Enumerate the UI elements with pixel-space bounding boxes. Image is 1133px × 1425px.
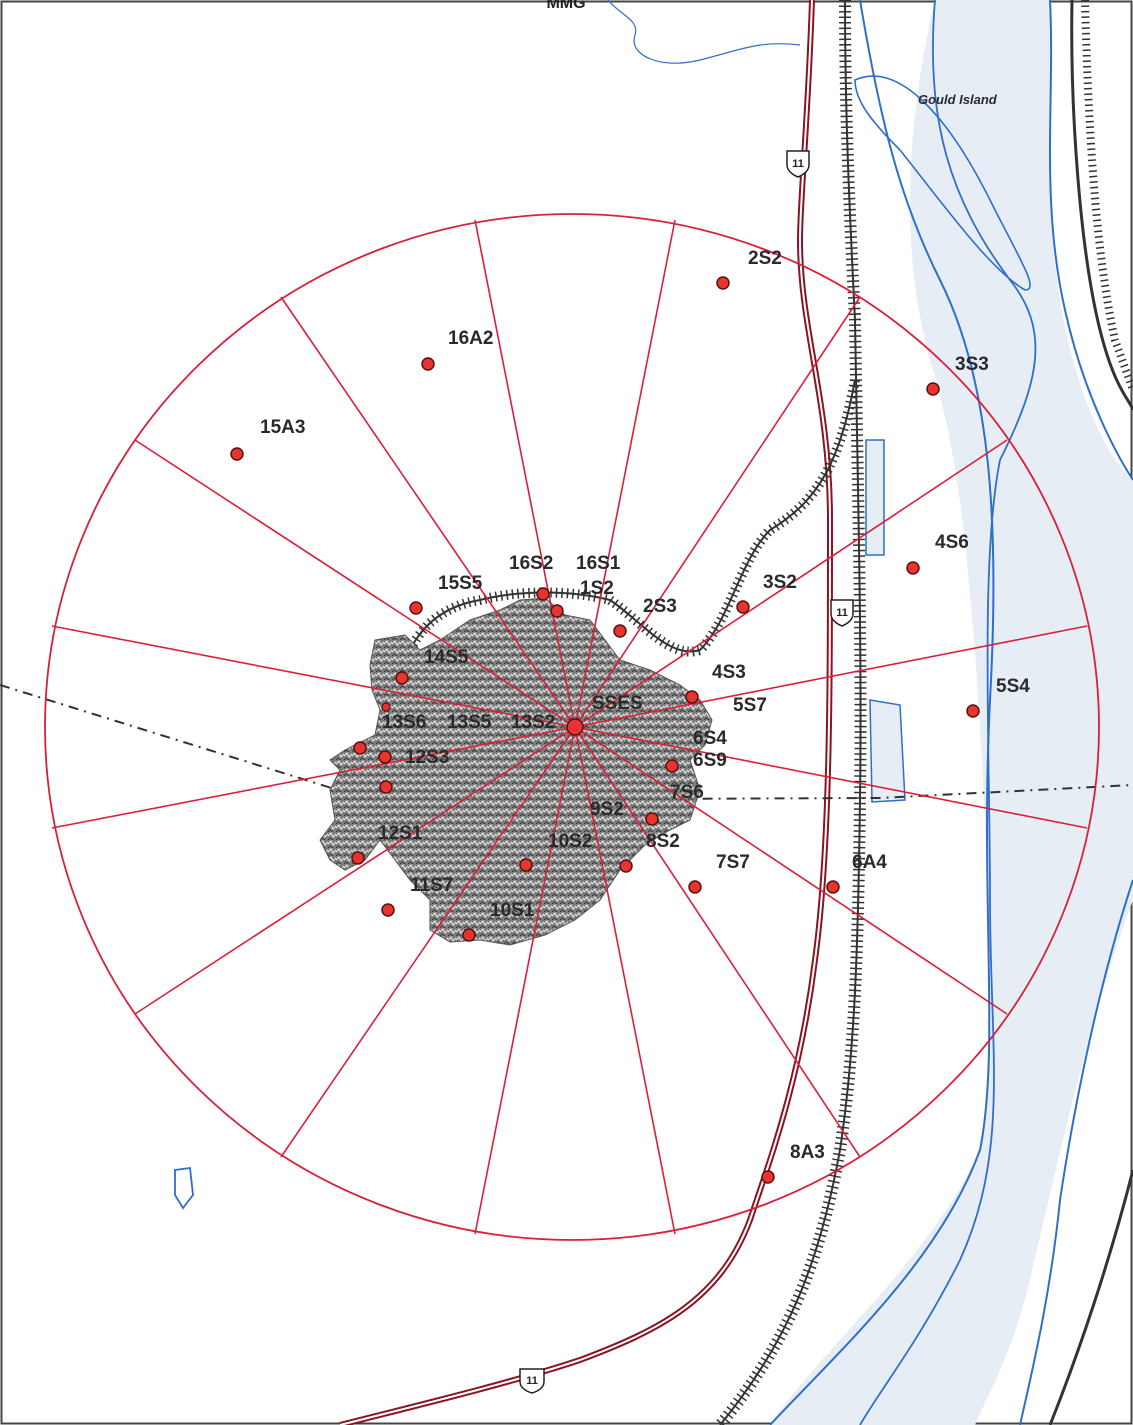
creek: [607, 0, 801, 64]
svg-text:2S2: 2S2: [748, 248, 782, 269]
svg-text:13S6: 13S6: [382, 712, 426, 733]
header-fragment: MMG: [546, 0, 585, 12]
highway-shield-middle: 11: [830, 599, 854, 627]
marker-4S3[interactable]: 4S3: [685, 662, 746, 704]
svg-text:14S5: 14S5: [424, 647, 469, 668]
marker-14S5[interactable]: 14S5: [395, 647, 469, 685]
marker-4S6[interactable]: 4S6: [906, 532, 969, 575]
river-inner-channel: [859, 0, 1037, 1425]
svg-text:8S2: 8S2: [646, 831, 680, 852]
marker-16S2[interactable]: 16S2: [509, 553, 553, 601]
svg-text:12S3: 12S3: [405, 747, 449, 768]
svg-text:6S9: 6S9: [693, 750, 727, 771]
marker-13S6[interactable]: 13S6: [353, 702, 426, 755]
highway-11-center: [339, 0, 832, 1425]
marker-2S3[interactable]: 2S3: [613, 596, 677, 638]
main-railroad: [719, 0, 862, 1425]
marker-16S1[interactable]: 16S1: [550, 553, 621, 618]
boundary-line: [0, 684, 1133, 802]
river-east-bank-lower: [1019, 879, 1133, 1425]
river-east-bank: [1049, 0, 1133, 481]
svg-text:9S2: 9S2: [590, 799, 624, 820]
svg-text:15A3: 15A3: [260, 417, 305, 438]
river-body: [770, 0, 1133, 1425]
svg-text:11S7: 11S7: [410, 875, 453, 896]
svg-text:15S5: 15S5: [438, 573, 483, 594]
svg-text:7S7: 7S7: [716, 852, 750, 873]
svg-text:13S2: 13S2: [511, 712, 555, 733]
east-railroad-line: [1070, 0, 1133, 411]
marker-7S6[interactable]: 7S6: [670, 782, 704, 803]
sector-lines: [51, 219, 1088, 1235]
canal-pond-south: [869, 699, 906, 803]
marker-15A3[interactable]: 15A3: [230, 417, 305, 461]
svg-text:5S4: 5S4: [996, 676, 1030, 697]
svg-text:7S6: 7S6: [670, 782, 704, 803]
marker-2S2[interactable]: 2S2: [716, 248, 782, 290]
svg-text:2S3: 2S3: [643, 596, 677, 617]
svg-text:SSES: SSES: [592, 693, 643, 714]
svg-text:16S2: 16S2: [509, 553, 553, 574]
east-railroad-line-lower: [1048, 1169, 1133, 1425]
svg-text:6S4: 6S4: [693, 728, 727, 749]
canal-pond-north: [865, 439, 885, 556]
marker-8A3[interactable]: 8A3: [761, 1142, 825, 1184]
marker-15S5[interactable]: 15S5: [409, 573, 483, 615]
svg-text:16A2: 16A2: [448, 328, 493, 349]
marker-3S3[interactable]: 3S3: [926, 354, 989, 396]
marker-6A4[interactable]: 6A4: [826, 852, 887, 894]
svg-text:3S2: 3S2: [763, 572, 797, 593]
marker-1S2[interactable]: 1S2: [580, 578, 614, 599]
marker-12S3[interactable]: 12S3: [378, 747, 449, 794]
svg-text:8A3: 8A3: [790, 1142, 825, 1163]
marker-12S1[interactable]: 12S1: [351, 823, 423, 865]
svg-text:3S3: 3S3: [955, 354, 989, 375]
marker-SSES[interactable]: SSES: [566, 693, 643, 736]
radius-ring: [44, 213, 1100, 1241]
svg-text:16S1: 16S1: [576, 553, 621, 574]
marker-10S1[interactable]: 10S1: [462, 900, 535, 942]
svg-text:11: 11: [792, 158, 804, 170]
marker-3S2[interactable]: 3S2: [736, 572, 797, 614]
river-west-bank: [769, 0, 995, 1425]
small-pond: [174, 1166, 194, 1210]
marker-7S7[interactable]: 7S7: [688, 852, 750, 894]
marker-13S5[interactable]: 13S5: [447, 712, 492, 733]
sampling-markers: 2S2 16A2 3S3 15A3 4S6 16S2 16S1 15S5 1S2…: [230, 248, 1030, 1184]
marker-6S9[interactable]: 6S9: [665, 750, 727, 773]
svg-text:12S1: 12S1: [378, 823, 423, 844]
svg-text:11: 11: [526, 1375, 538, 1387]
svg-text:13S5: 13S5: [447, 712, 492, 733]
marker-8S2[interactable]: 8S2: [619, 831, 680, 873]
marker-9S2[interactable]: 9S2: [590, 799, 659, 826]
svg-text:5S7: 5S7: [733, 695, 767, 716]
svg-text:11: 11: [836, 607, 848, 619]
marker-5S4[interactable]: 5S4: [966, 676, 1030, 718]
east-rail-ties: [1081, 0, 1133, 392]
svg-text:4S6: 4S6: [935, 532, 969, 553]
highway-shield-north: 11: [786, 150, 810, 178]
svg-text:4S3: 4S3: [712, 662, 746, 683]
svg-text:10S2: 10S2: [548, 831, 592, 852]
marker-11S7[interactable]: 11S7: [381, 875, 453, 917]
marker-13S2[interactable]: 13S2: [511, 712, 555, 733]
island-label: Gould Island: [918, 92, 998, 107]
marker-5S7[interactable]: 5S7: [733, 695, 767, 716]
island-outline: [854, 75, 1031, 291]
svg-text:6A4: 6A4: [852, 852, 887, 873]
marker-16A2[interactable]: 16A2: [421, 328, 493, 371]
highway-shield-south: 11: [519, 1368, 545, 1394]
svg-text:1S2: 1S2: [580, 578, 614, 599]
marker-10S2[interactable]: 10S2: [519, 831, 592, 872]
svg-text:10S1: 10S1: [490, 900, 535, 921]
marker-6S4[interactable]: 6S4: [693, 728, 727, 749]
town-area: [319, 597, 713, 946]
